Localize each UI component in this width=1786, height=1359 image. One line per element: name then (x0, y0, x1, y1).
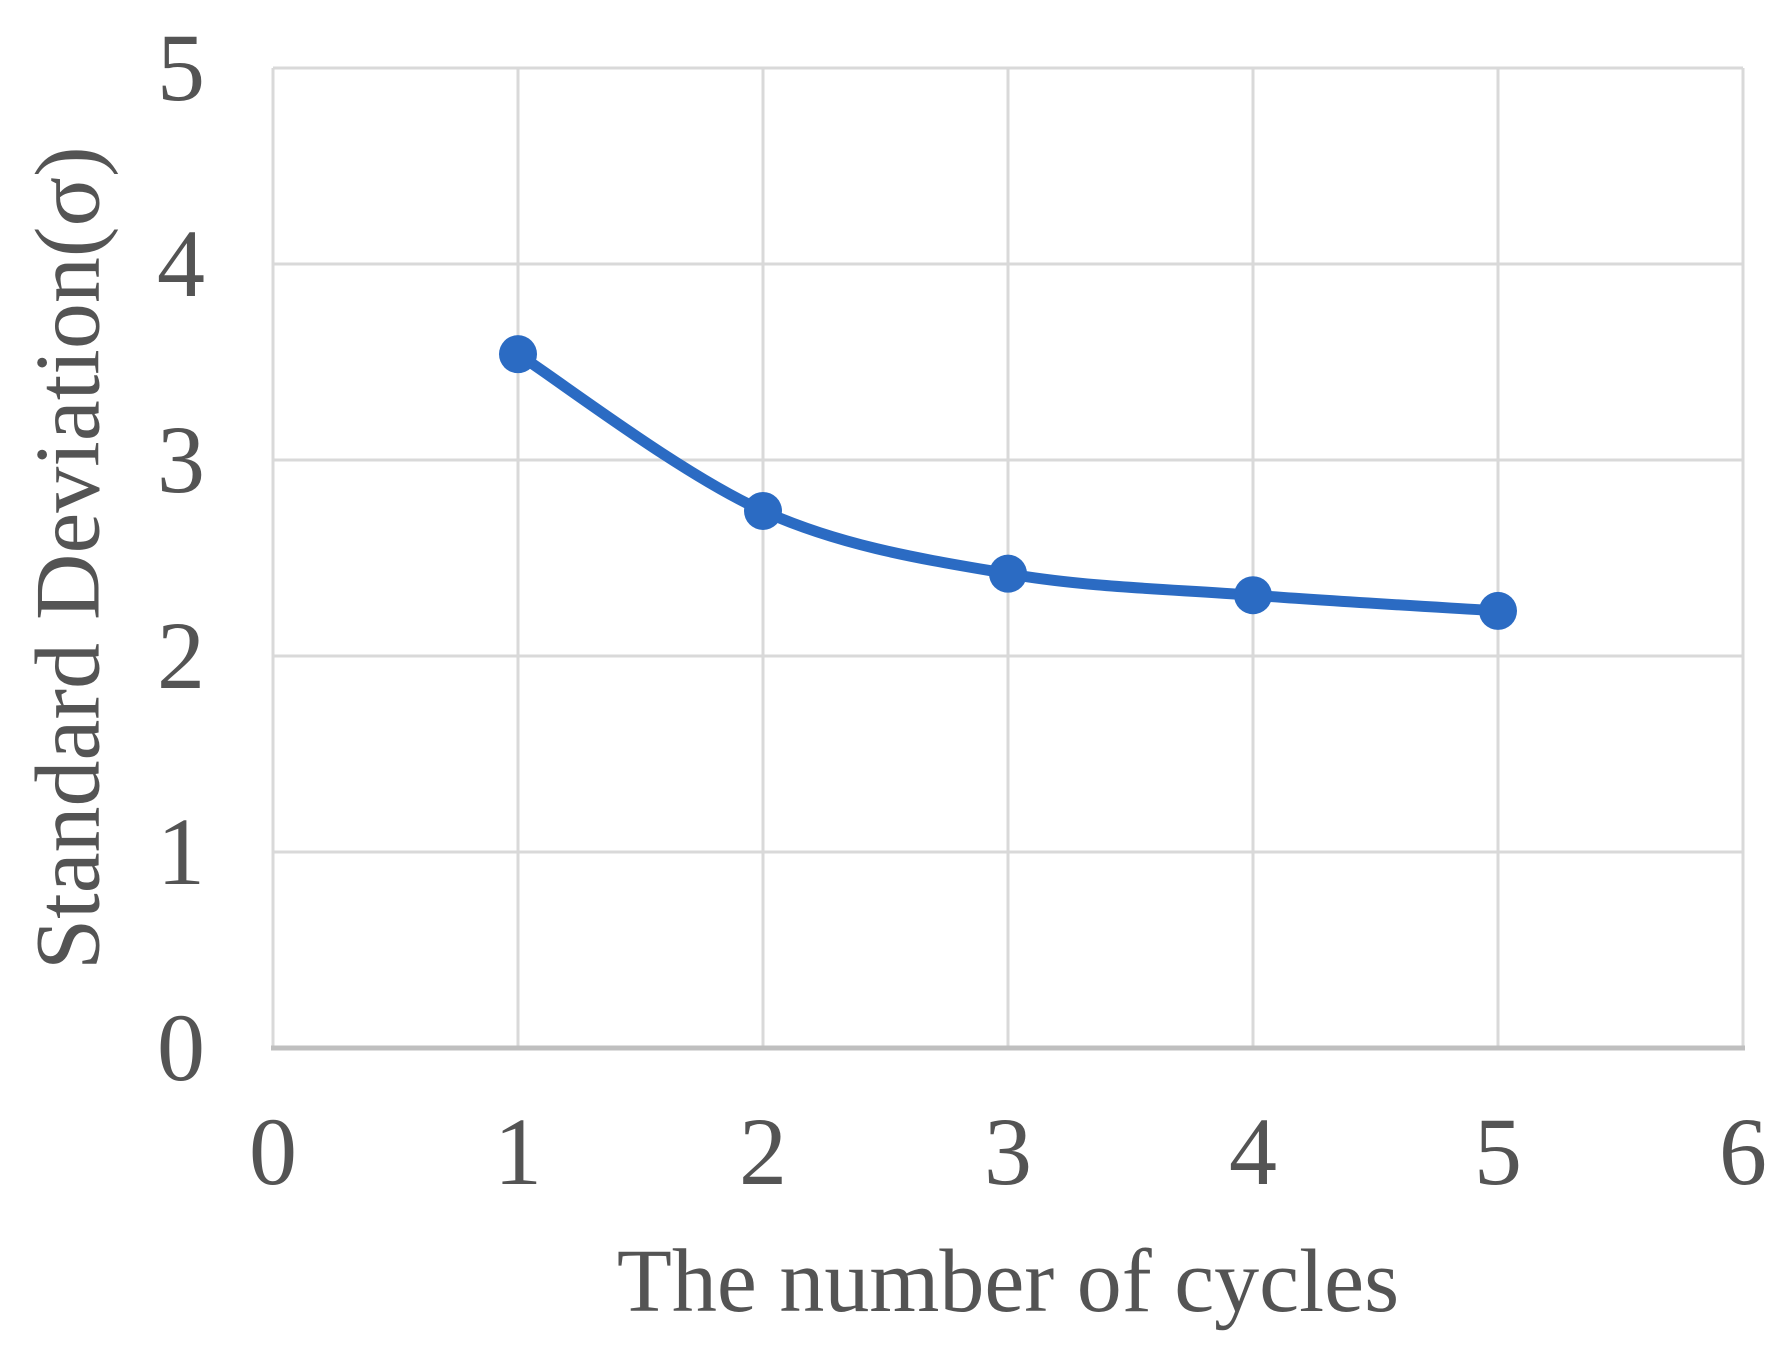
x-tick-label: 1 (494, 1098, 542, 1205)
x-tick-label: 2 (739, 1098, 787, 1205)
y-tick-label: 4 (157, 210, 205, 317)
data-point-marker (1479, 591, 1517, 630)
data-point-marker (499, 335, 537, 374)
x-tick-label: 3 (984, 1098, 1032, 1205)
x-tick-label: 4 (1229, 1098, 1277, 1205)
x-tick-label: 0 (249, 1098, 297, 1205)
x-axis-title: The number of cycles (616, 1232, 1400, 1331)
data-point-marker (1234, 576, 1272, 615)
y-tick-label: 2 (157, 602, 205, 709)
y-tick-label: 1 (157, 798, 205, 905)
data-point-marker (989, 554, 1027, 593)
data-point-marker (744, 491, 782, 530)
y-tick-label: 5 (157, 14, 205, 121)
x-tick-label: 6 (1719, 1098, 1767, 1205)
x-tick-label: 5 (1474, 1098, 1522, 1205)
y-tick-label: 3 (157, 406, 205, 513)
y-tick-label: 0 (157, 994, 205, 1101)
